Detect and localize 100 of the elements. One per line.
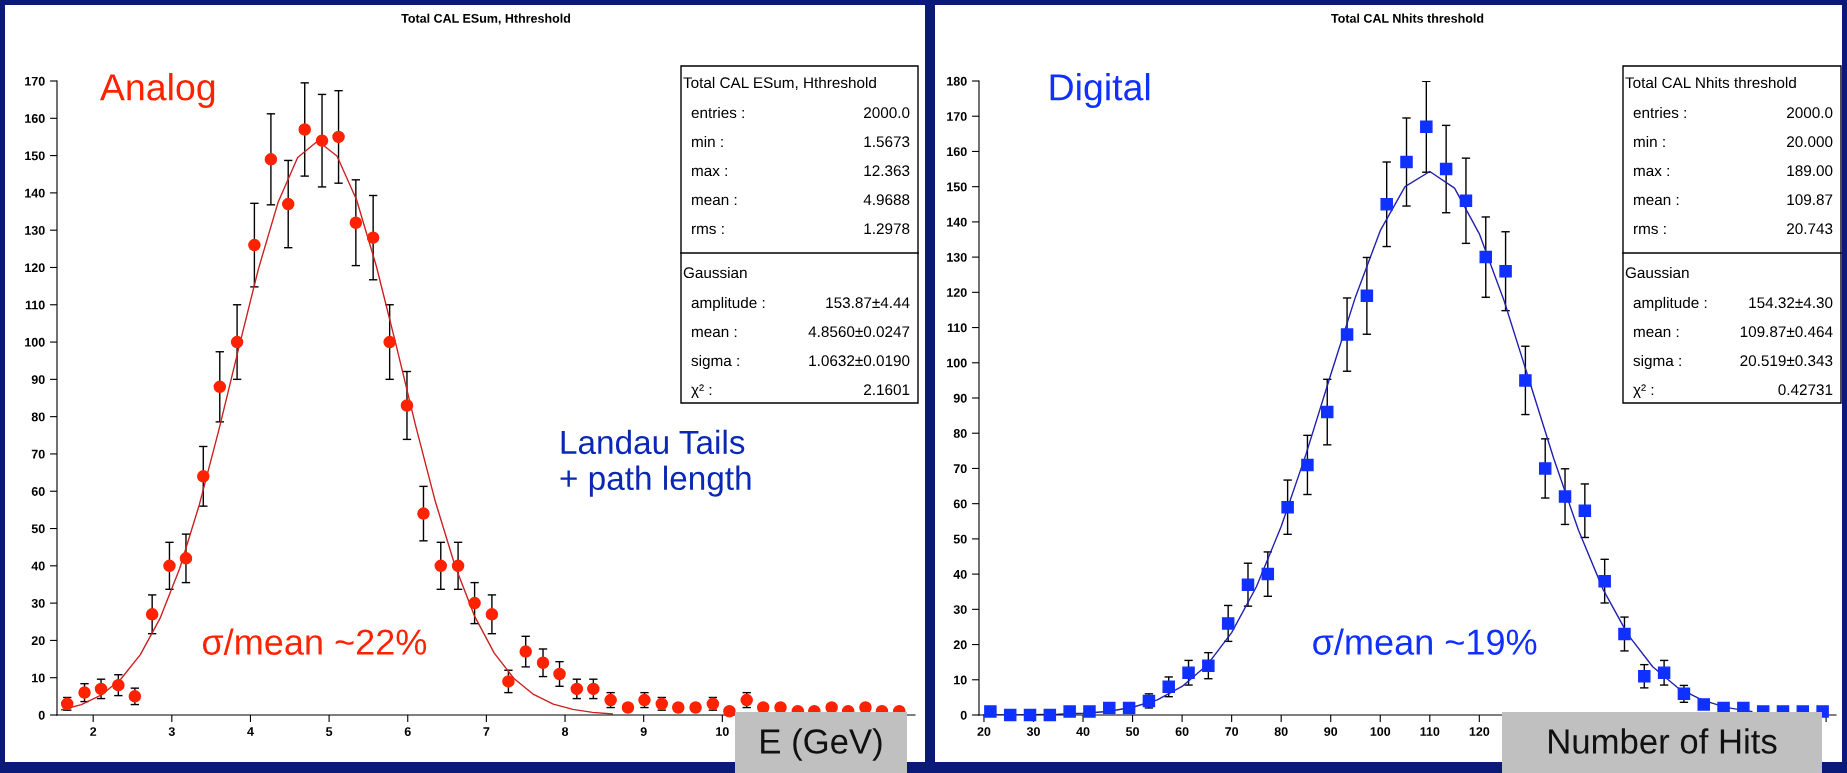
y-tick-label: 50 [953, 534, 967, 544]
point [553, 667, 566, 681]
annotation: 189.00 [1787, 165, 1833, 177]
point [1043, 708, 1057, 722]
point [672, 701, 685, 714]
point [1103, 701, 1116, 715]
annotation: mean : [692, 196, 737, 206]
annotation: χ² : [691, 384, 712, 399]
y-tick-label: 70 [953, 464, 967, 474]
point [1657, 666, 1671, 679]
annotation: Landau Tails + path length [560, 429, 751, 497]
x-tick-label: 20 [977, 727, 991, 736]
point [248, 238, 261, 252]
x-tick-label: 50 [1126, 727, 1140, 736]
x-tick-label: 120 [1469, 727, 1490, 736]
y-tick-label: 10 [32, 673, 45, 683]
point [1519, 374, 1532, 387]
point [1598, 574, 1611, 588]
annotation: 1.2978 [864, 223, 910, 235]
series-label: Analog [99, 73, 215, 108]
annotation: rms : [1634, 225, 1666, 235]
annotation: Gaussian [1625, 266, 1689, 279]
annotation: 20.519±0.343 [1740, 355, 1833, 367]
y-tick-label: 150 [25, 151, 45, 161]
y-tick-label: 40 [31, 561, 45, 571]
point [1697, 698, 1710, 711]
point [112, 678, 125, 692]
x-tick-label: 4 [247, 727, 254, 736]
point [1281, 500, 1294, 514]
chart-title: Total CAL Nhits threshold [1331, 13, 1484, 23]
point [281, 197, 295, 211]
point [1202, 659, 1215, 672]
point [383, 335, 396, 349]
annotation: 2000.0 [1787, 107, 1833, 119]
y-tick-label: 20 [31, 636, 45, 646]
x-tick-label: 60 [1175, 727, 1189, 736]
y-tick-label: 30 [953, 605, 967, 614]
y-tick-label: 120 [25, 263, 45, 273]
y-tick-label: 80 [953, 429, 967, 438]
point [485, 608, 499, 621]
annotation: 109.87±0.464 [1740, 326, 1833, 338]
point [536, 656, 550, 670]
x-axis-title: Number of Hits [1549, 728, 1777, 754]
point [197, 470, 210, 483]
point [1182, 666, 1195, 679]
x-tick-label: 2 [90, 727, 97, 736]
annotation: 20.000 [1787, 136, 1833, 148]
point [1023, 708, 1037, 722]
point [78, 686, 91, 699]
y-tick-label: 110 [25, 300, 45, 310]
point [1459, 194, 1473, 208]
point [587, 682, 600, 696]
x-tick-label: 10 [716, 727, 729, 736]
y-tick-label: 30 [31, 598, 45, 608]
annotation: max : [692, 167, 727, 177]
point [1261, 567, 1275, 581]
point [1420, 120, 1433, 134]
point [468, 596, 481, 610]
y-tick-label: 110 [947, 323, 967, 333]
y-tick-label: 170 [25, 76, 45, 86]
point [1380, 198, 1393, 211]
point [1499, 264, 1512, 278]
point [502, 675, 515, 688]
point [163, 559, 176, 573]
annotation: σ/mean ~22% [202, 628, 427, 655]
point [689, 701, 702, 714]
annotation: 0.42731 [1778, 384, 1833, 396]
annotation: 4.9688 [863, 194, 910, 206]
point [434, 559, 448, 573]
annotation: mean : [692, 328, 737, 338]
y-tick-label: 70 [31, 449, 45, 459]
annotation: 2000.0 [864, 107, 910, 119]
annotation: 1.5673 [864, 136, 910, 148]
annotation: sigma : [1633, 354, 1681, 370]
y-tick-label: 150 [947, 182, 967, 192]
annotation: 2.1601 [864, 384, 910, 396]
point [349, 216, 363, 229]
point [570, 682, 584, 696]
point [1360, 289, 1374, 303]
y-tick-label: 60 [31, 487, 45, 496]
point [1083, 705, 1096, 718]
x-tick-label: 40 [1076, 727, 1090, 736]
point [1003, 708, 1017, 722]
point [1538, 462, 1552, 475]
point [1340, 328, 1354, 341]
y-tick-label: 0 [38, 710, 45, 720]
point [179, 552, 193, 565]
annotation: amplitude : [691, 296, 765, 312]
annotation: σ/mean ~19% [1313, 628, 1537, 655]
point [145, 608, 159, 621]
y-tick-label: 40 [953, 569, 967, 579]
x-tick-label: 70 [1225, 727, 1239, 736]
x-tick-label: 90 [1324, 727, 1338, 736]
x-tick-label: 9 [640, 727, 647, 736]
y-tick-label: 170 [947, 112, 967, 121]
point [1241, 578, 1255, 591]
point [1063, 705, 1076, 718]
point [451, 559, 465, 573]
point [1479, 250, 1493, 264]
annotation: χ² : [1633, 384, 1654, 399]
